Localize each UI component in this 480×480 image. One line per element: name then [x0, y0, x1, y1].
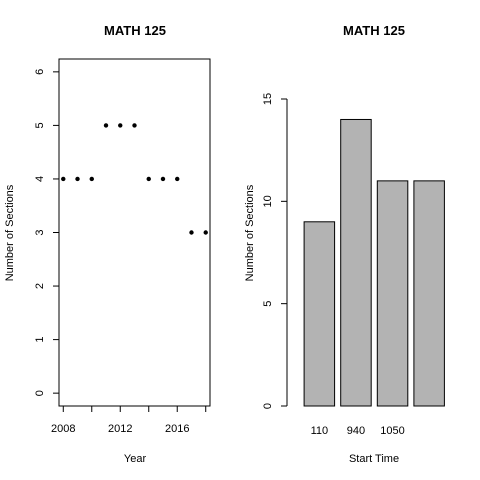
bar-y-tick-label: 5 — [262, 301, 274, 307]
bar-title: MATH 125 — [343, 23, 405, 38]
bar-series — [303, 118, 445, 407]
scatter-point — [175, 176, 180, 182]
scatter-x-tick-label: 2012 — [108, 423, 132, 435]
scatter-points — [61, 123, 208, 235]
scatter-plot-box — [58, 58, 211, 407]
scatter-y-tick-label: 2 — [34, 283, 46, 289]
scatter-y-tick-label: 4 — [34, 176, 46, 182]
scatter-y-tick-label: 0 — [34, 390, 46, 396]
scatter-title: MATH 125 — [104, 23, 166, 38]
scatter-point — [132, 123, 137, 128]
scatter-y-tick-label: 1 — [34, 337, 46, 343]
scatter-y-axis: 0 1 2 3 4 5 6 — [34, 69, 59, 396]
scatter-point — [89, 176, 94, 182]
bar-y-tick-label: 10 — [262, 195, 274, 207]
bar-y-tick-label: 0 — [262, 403, 274, 409]
bar-category-label: 940 — [347, 425, 365, 437]
scatter-y-tick-label: 5 — [34, 122, 46, 128]
scatter-point — [146, 176, 151, 182]
scatter-y-label: Number of Sections — [4, 184, 16, 281]
bar-category-label: 110 — [311, 425, 329, 437]
bar-y-axis: 0 5 10 15 — [262, 93, 288, 409]
bar — [340, 118, 372, 407]
scatter-x-tick-label: 2016 — [165, 423, 189, 435]
scatter-x-label: Year — [124, 453, 147, 465]
bar-x-axis: 110 940 1050 — [311, 425, 405, 437]
bar — [376, 180, 409, 407]
scatter-point — [61, 176, 66, 182]
scatter-point — [203, 230, 208, 235]
scatter-point — [160, 176, 166, 182]
bar-category-label: 1050 — [380, 425, 404, 437]
scatter-y-tick-label: 3 — [34, 229, 46, 235]
bar — [303, 221, 336, 407]
bar-y-tick-label: 15 — [262, 93, 274, 105]
scatter-y-tick-label: 6 — [34, 69, 46, 75]
scatter-point — [103, 123, 109, 128]
bar-y-label: Number of Sections — [244, 184, 256, 281]
scatter-point — [118, 123, 123, 128]
bar-panel: MATH 125 0 5 10 15 110 940 1050 Start Time Nu… — [244, 23, 445, 465]
bar — [413, 180, 445, 407]
scatter-point — [75, 176, 80, 182]
scatter-x-axis: 2008 2012 2016 — [51, 406, 207, 435]
scatter-panel: MATH 125 0 1 2 3 4 5 6 2008 2012 2016 Year Numbe… — [4, 23, 211, 465]
scatter-point — [189, 230, 194, 235]
scatter-x-tick-label: 2008 — [51, 423, 75, 435]
bar-x-label: Start Time — [349, 453, 399, 465]
